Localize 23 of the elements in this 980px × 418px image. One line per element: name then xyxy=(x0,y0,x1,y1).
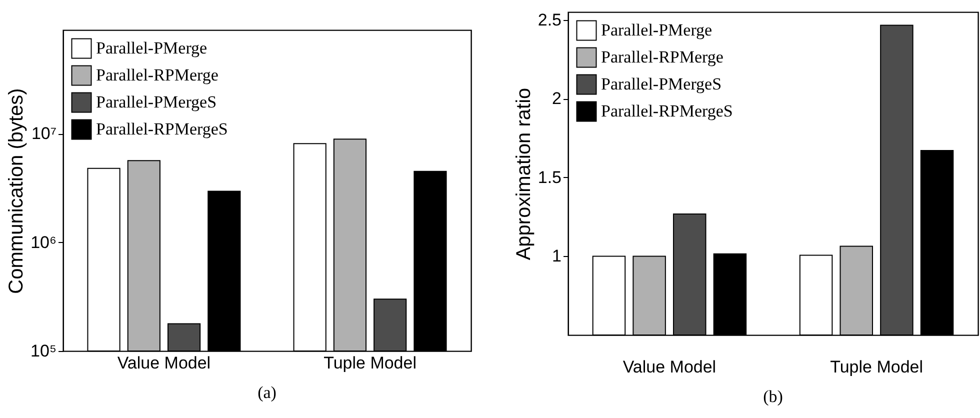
legend-label: Parallel-PMerge xyxy=(601,20,712,40)
legend-label: Parallel-RPMerge xyxy=(601,48,724,66)
x-tick-label: Value Model xyxy=(622,358,716,376)
legend-label: Parallel-PMerge xyxy=(96,38,208,58)
y-axis-title: Approximation ratio xyxy=(512,88,535,260)
y-tick-label: 10⁵ xyxy=(30,342,56,360)
text: (a) xyxy=(258,383,276,402)
y-tick-label: 2 xyxy=(552,89,562,108)
legend-label: Parallel-RPMergeS xyxy=(96,120,228,138)
legend-label: Parallel-PMergeS xyxy=(96,92,217,112)
y-tick-label: 10⁶ xyxy=(30,232,56,252)
y-tick-label: 2.5 xyxy=(538,10,562,30)
legend-label: Parallel-PMergeS xyxy=(601,74,722,94)
y-tick-label: 1.5 xyxy=(538,168,562,187)
y-tick-label: 1 xyxy=(552,246,562,266)
x-tick-label: Tuple Model xyxy=(830,358,923,376)
legend-label: Parallel-RPMergeS xyxy=(601,102,733,120)
text: (b) xyxy=(763,387,783,406)
x-tick-label: Value Model xyxy=(117,354,211,372)
x-tick-label: Tuple Model xyxy=(324,354,416,372)
legend-label: Parallel-RPMerge xyxy=(96,66,218,84)
y-axis-title: Communication (bytes) xyxy=(6,88,28,294)
y-tick-label: 10⁷ xyxy=(31,124,56,144)
